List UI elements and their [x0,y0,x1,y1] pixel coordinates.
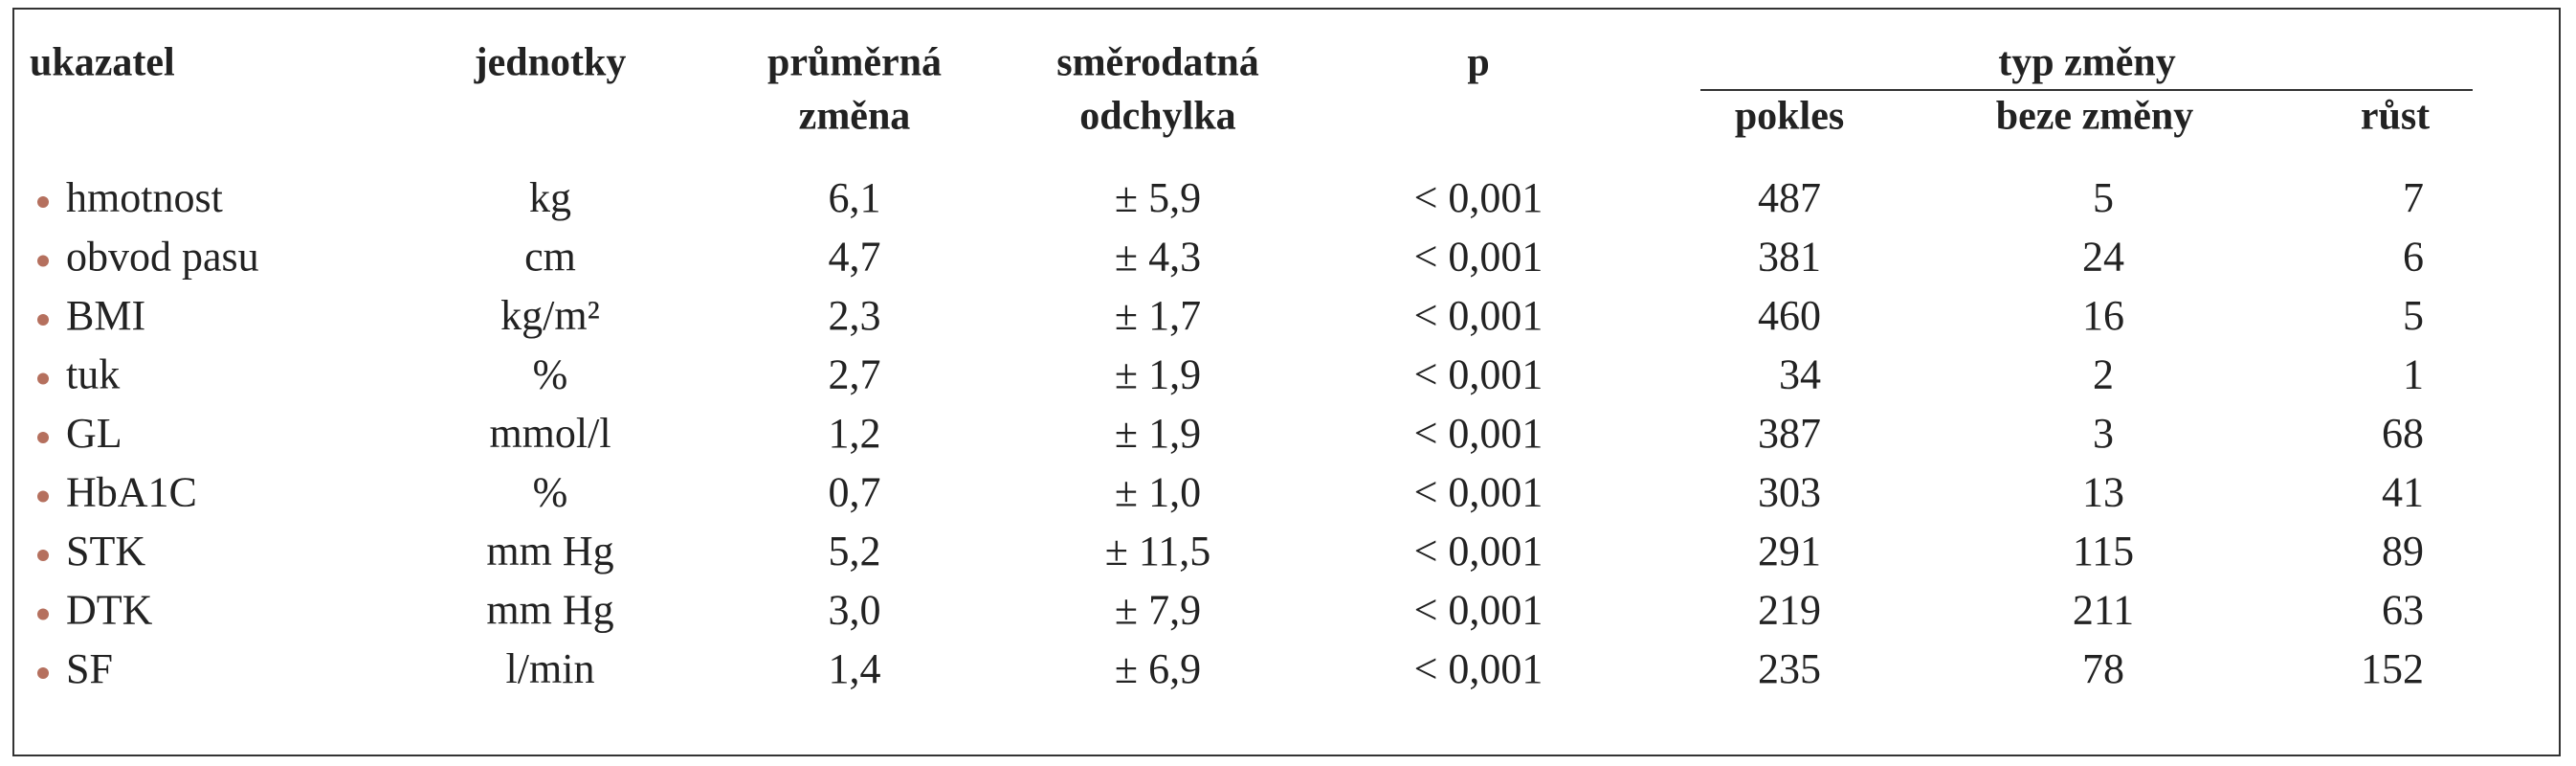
cell: ± 6,9 [1115,645,1201,692]
cell: < 0,001 [1414,410,1543,457]
cell: ± 1,0 [1115,469,1201,516]
row-label: obvod pasu [66,234,259,281]
cell: 5 [2403,292,2424,339]
cell: 2 [2093,351,2114,398]
cell: 5 [2093,174,2114,221]
bullet [37,314,49,326]
cell: 13 [2082,469,2124,516]
cell: 7 [2403,174,2424,221]
row-label: STK [66,528,145,574]
column-header: odchylka [1079,95,1235,139]
bullet [37,667,49,679]
group-header: typ změny [1998,41,2175,85]
cell: ± 4,3 [1115,234,1201,281]
cell: 16 [2082,292,2124,339]
cell: 68 [2382,410,2424,457]
cell: 1,4 [829,645,881,692]
bullet [37,255,49,267]
cell: 303 [1758,469,1821,516]
cell: 387 [1758,410,1821,457]
column-header: růst [2361,95,2430,139]
table-border [12,8,2561,756]
cell: 0,7 [829,469,881,516]
cell: mmol/l [489,410,611,457]
cell: l/min [506,645,595,692]
column-header: ukazatel [30,41,175,85]
cell: < 0,001 [1414,587,1543,634]
cell: 460 [1758,292,1821,339]
cell: 78 [2082,645,2124,692]
cell: 3,0 [829,587,881,634]
row-label: BMI [66,292,145,339]
row-label: hmotnost [66,174,223,221]
bullet [37,608,49,620]
cell: < 0,001 [1414,528,1543,574]
cell: 89 [2382,528,2424,574]
cell: 487 [1758,174,1821,221]
cell: mm Hg [486,528,613,574]
bullet [37,196,49,208]
cell: 152 [2361,645,2424,692]
column-header: p [1467,41,1489,85]
cell: 6,1 [829,174,881,221]
column-header: beze změny [1996,95,2193,139]
cell: < 0,001 [1414,292,1543,339]
column-header: pokles [1735,95,1844,139]
cell: 235 [1758,645,1821,692]
cell: ± 1,7 [1115,292,1201,339]
bullet [37,432,49,443]
column-header: jednotky [474,41,627,85]
cell: 3 [2093,410,2114,457]
cell: < 0,001 [1414,234,1543,281]
bullet [37,372,49,385]
column-header: průměrná [767,41,942,85]
cell: % [533,351,568,398]
row-label: GL [66,410,122,457]
cell: 211 [2073,587,2134,634]
cell: mm Hg [486,587,613,634]
row-label: DTK [66,587,153,634]
cell: kg/m² [500,292,600,339]
cell: 1 [2403,351,2424,398]
column-header: směrodatná [1056,41,1259,85]
cell: < 0,001 [1414,351,1543,398]
cell: < 0,001 [1414,469,1543,516]
cell: ± 7,9 [1115,587,1201,634]
cell: kg [529,174,571,221]
cell: 34 [1779,351,1821,398]
cell: ± 5,9 [1115,174,1201,221]
cell: ± 11,5 [1105,528,1211,574]
cell: 2,7 [829,351,881,398]
cell: 381 [1758,234,1821,281]
cell: 24 [2082,234,2124,281]
cell: ± 1,9 [1115,351,1201,398]
cell: 63 [2382,587,2424,634]
cell: 4,7 [829,234,881,281]
cell: cm [524,234,576,281]
bullet [37,550,49,561]
cell: % [533,469,568,516]
cell: 1,2 [829,410,881,457]
bullet [37,490,49,503]
cell: 6 [2403,234,2424,281]
row-label: HbA1C [66,469,197,516]
cell: 291 [1758,528,1821,574]
cell: < 0,001 [1414,645,1543,692]
column-header: změna [799,95,911,139]
cell: 41 [2382,469,2424,516]
cell: 5,2 [829,528,881,574]
cell: < 0,001 [1414,174,1543,221]
row-label: tuk [66,351,120,398]
row-label: SF [66,645,113,692]
cell: 219 [1758,587,1821,634]
cell: ± 1,9 [1115,410,1201,457]
cell: 115 [2073,528,2134,574]
cell: 2,3 [829,292,881,339]
